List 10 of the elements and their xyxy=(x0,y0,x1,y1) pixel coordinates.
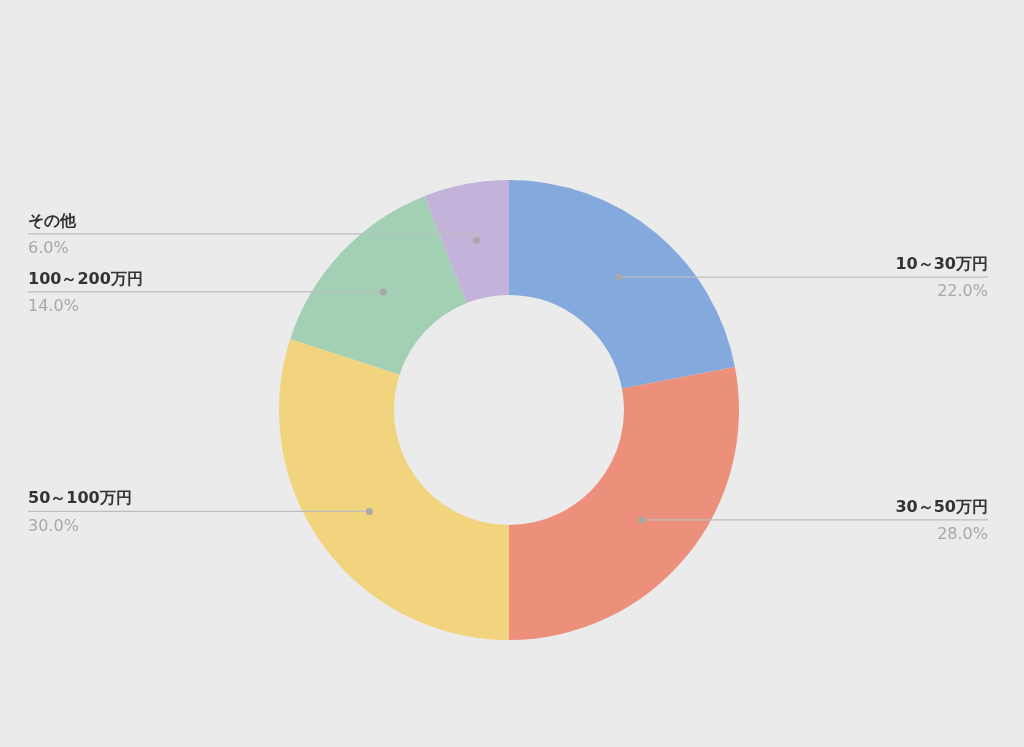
slice-label: 10～30万円 xyxy=(895,254,988,274)
slice-label: 50～100万円 xyxy=(28,488,132,508)
slice-label: 100～200万円 xyxy=(28,268,143,288)
data-label: 30.0% xyxy=(28,515,79,535)
data-label: 6.0% xyxy=(28,238,69,258)
data-label: 14.0% xyxy=(28,296,79,316)
slice-label: その他 xyxy=(28,210,77,230)
data-label: 22.0% xyxy=(937,281,988,301)
slice-label: 30～50万円 xyxy=(895,496,988,516)
data-label: 28.0% xyxy=(937,524,988,544)
